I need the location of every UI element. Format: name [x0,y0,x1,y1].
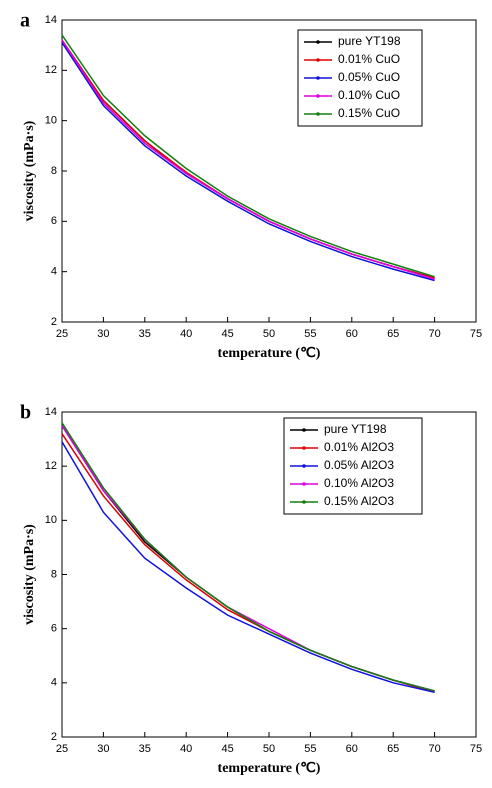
plot-frame [61,411,477,738]
x-tick-label: 25 [56,328,68,340]
series-line [61,422,435,692]
legend-marker [302,482,306,486]
legend-marker [302,464,306,468]
legend-label: pure YT198 [324,422,387,436]
y-tick-label: 14 [45,406,57,418]
x-tick-label: 55 [304,328,316,340]
y-tick-label: 8 [51,568,57,580]
legend-label: 0.10% Al2O3 [324,476,394,490]
x-tick-label: 70 [428,328,440,340]
legend-label: 0.10% CuO [338,88,400,102]
x-axis-label: temperature (℃) [218,346,321,361]
legend-marker [316,94,320,98]
y-tick-label: 6 [51,623,57,635]
y-tick-label: 10 [45,514,57,526]
y-tick-label: 4 [51,677,57,689]
x-tick-label: 35 [139,328,151,340]
y-tick-label: 6 [51,215,57,227]
x-tick-label: 65 [387,743,399,755]
x-tick-label: 35 [139,743,151,755]
series-line [61,34,435,278]
legend-label: 0.15% Al2O3 [324,494,394,508]
x-tick-label: 55 [304,743,316,755]
legend-marker [302,428,306,432]
x-tick-label: 50 [263,328,275,340]
x-tick-label: 50 [263,743,275,755]
x-tick-label: 65 [387,328,399,340]
series-line [61,39,435,280]
x-tick-label: 25 [56,743,68,755]
y-tick-label: 12 [45,460,57,472]
panel-label: b [20,402,31,424]
y-tick-label: 2 [51,316,57,328]
legend-label: 0.15% CuO [338,106,400,120]
y-axis-label: viscosity (mPa·s) [22,524,37,625]
legend-marker [302,446,306,450]
x-tick-label: 40 [180,328,192,340]
x-tick-label: 45 [221,328,233,340]
legend-marker [316,40,320,44]
x-tick-label: 30 [97,743,109,755]
legend-marker [316,58,320,62]
legend-marker [316,112,320,116]
y-tick-label: 14 [45,14,57,26]
legend-label: 0.05% CuO [338,70,400,84]
x-tick-label: 40 [180,743,192,755]
x-axis-label: temperature (℃) [218,761,321,776]
plot-frame [61,19,477,323]
x-tick-label: 75 [470,328,482,340]
series-line [61,42,435,282]
x-tick-label: 75 [470,743,482,755]
legend-marker [302,500,306,504]
y-tick-label: 12 [45,64,57,76]
legend-label: pure YT198 [338,34,401,48]
panel-label: a [20,10,30,32]
y-tick-label: 4 [51,266,57,278]
x-tick-label: 60 [346,328,358,340]
y-tick-label: 10 [45,115,57,127]
legend-label: 0.01% CuO [338,52,400,66]
x-tick-label: 30 [97,328,109,340]
x-tick-label: 45 [221,743,233,755]
legend-marker [316,76,320,80]
y-axis-label: viscosity (mPa·s) [22,120,37,221]
x-tick-label: 70 [428,743,440,755]
legend-label: 0.01% Al2O3 [324,440,394,454]
y-tick-label: 8 [51,165,57,177]
legend-label: 0.05% Al2O3 [324,458,394,472]
y-tick-label: 2 [51,731,57,743]
series-line [61,441,435,694]
x-tick-label: 60 [346,743,358,755]
